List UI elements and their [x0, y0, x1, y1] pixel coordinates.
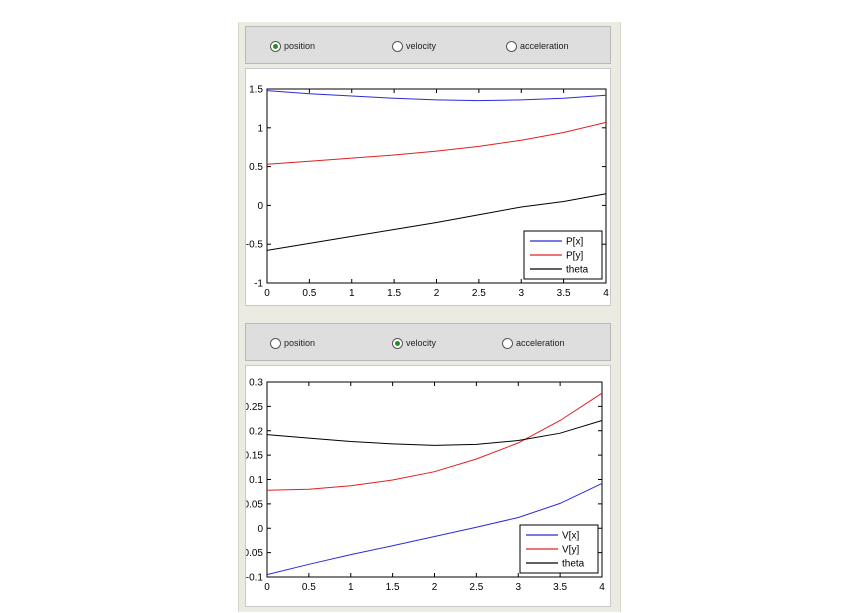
x-tick-label: 0.5 [302, 288, 316, 299]
velocity-plot-area: 0 0.5 1 1.5 2 2.5 3 3.5 4 -0.1 -0.05 0 0.05 0.1 0.15 0.… [240, 365, 611, 607]
radio-button-icon[interactable] [506, 40, 517, 52]
x-tick-label: 1 [348, 582, 354, 593]
radio-label: acceleration [520, 41, 569, 51]
series-line [266, 193, 607, 251]
x-tick-label: 1.5 [386, 582, 400, 593]
legend-label: theta [566, 265, 589, 276]
velocity-chart: 0 0.5 1 1.5 2 2.5 3 3.5 4 -0.1 -0.05 0 0.05 0.1 0.15 0.… [240, 378, 605, 594]
radio-position[interactable]: position [270, 39, 315, 53]
y-tick-label: 0.3 [249, 378, 263, 389]
x-tick-label: 2.5 [469, 582, 483, 593]
legend-label: P[y] [566, 251, 583, 262]
legend-label: V[y] [562, 545, 579, 556]
x-tick-label: 0.5 [302, 582, 316, 593]
y-tick-label: 0.05 [246, 499, 263, 510]
x-tick-label: 4 [599, 582, 605, 593]
legend-box [519, 524, 599, 574]
radio-button-icon[interactable] [392, 40, 403, 52]
series-line [266, 121, 607, 165]
x-tick-label: 2.5 [472, 288, 486, 299]
y-tick-label: 1.5 [249, 85, 263, 96]
velocity-panel: position velocity acceleration 0 0.5 1 1.5 2… [240, 323, 611, 607]
radio-button-icon[interactable] [502, 337, 513, 349]
y-tick-label: 0.15 [246, 451, 263, 462]
radio-button-icon[interactable] [270, 337, 281, 349]
y-tick-label: 1 [257, 123, 263, 134]
position-panel: position velocity acceleration 0 0.5 1 1.5 2… [245, 26, 611, 306]
legend-label: theta [562, 559, 585, 570]
radio-acceleration[interactable]: acceleration [506, 39, 569, 53]
series-line [266, 420, 603, 446]
x-tick-label: 2 [434, 288, 440, 299]
x-tick-label: 1 [349, 288, 355, 299]
x-tick-label: 3 [515, 582, 521, 593]
y-tick-label: 0 [257, 524, 263, 535]
radio-button-icon[interactable] [392, 337, 403, 349]
radio-velocity[interactable]: velocity [392, 39, 436, 53]
x-tick-label: 0 [264, 288, 270, 299]
x-tick-label: 0 [264, 582, 270, 593]
y-tick-label: 0.5 [249, 162, 263, 173]
radio-position[interactable]: position [270, 336, 315, 350]
radio-label: acceleration [516, 338, 565, 348]
radio-velocity[interactable]: velocity [392, 336, 436, 350]
series-line [266, 90, 607, 102]
figure-window: position velocity acceleration 0 0.5 1 1.5 2… [238, 22, 621, 612]
y-tick-label: -0.5 [246, 240, 263, 251]
position-plot-area: 0 0.5 1 1.5 2 2.5 3 3.5 4 -1 -0.5 0 0.5 1 1.5 P[x] P[y] t… [245, 68, 611, 306]
x-tick-label: 3 [518, 288, 524, 299]
series-line [266, 392, 603, 491]
radio-button-icon[interactable] [270, 40, 281, 52]
series-line [266, 482, 603, 576]
y-tick-label: 0.2 [249, 426, 263, 437]
plot-type-selector: position velocity acceleration [245, 323, 611, 361]
legend-label: P[x] [566, 237, 583, 248]
radio-acceleration[interactable]: acceleration [502, 336, 565, 350]
radio-label: velocity [406, 338, 437, 348]
x-tick-label: 3.5 [553, 582, 567, 593]
y-tick-label: 0 [257, 201, 263, 212]
y-tick-label: -0.1 [246, 573, 263, 584]
y-tick-label: 0.1 [249, 475, 263, 486]
x-tick-label: 2 [432, 582, 438, 593]
radio-label: velocity [406, 41, 437, 51]
radio-label: position [284, 41, 316, 51]
legend-label: V[x] [562, 531, 579, 542]
x-tick-label: 1.5 [387, 288, 401, 299]
y-tick-label: -0.05 [246, 548, 263, 559]
radio-label: position [284, 338, 316, 348]
plot-type-selector: position velocity acceleration [245, 26, 611, 64]
y-tick-label: 0.25 [246, 402, 263, 413]
position-chart: 0 0.5 1 1.5 2 2.5 3 3.5 4 -1 -0.5 0 0.5 1 1.5 P[x] P[y] t… [246, 85, 609, 300]
x-tick-label: 3.5 [557, 288, 571, 299]
y-tick-label: -1 [254, 279, 263, 290]
x-tick-label: 4 [603, 288, 609, 299]
